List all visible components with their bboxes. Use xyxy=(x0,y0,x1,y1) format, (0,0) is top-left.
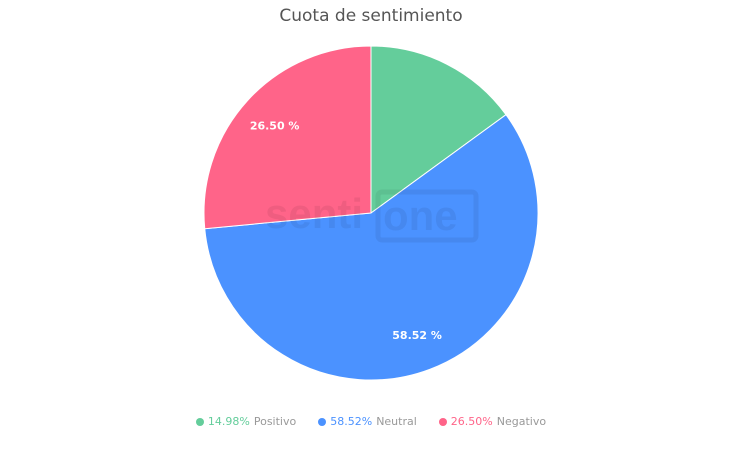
legend-item-positivo[interactable]: 14.98% Positivo xyxy=(195,415,297,428)
svg-text:one: one xyxy=(383,192,458,239)
data-label-neutral: 58.52 % xyxy=(392,329,442,342)
legend-marker xyxy=(195,417,204,426)
legend-value: 14.98% xyxy=(207,415,250,428)
legend-item-neutral[interactable]: 58.52% Neutral xyxy=(318,415,417,428)
legend-marker xyxy=(318,417,327,426)
pie-slice-positivo[interactable] xyxy=(370,45,507,214)
pie-chart: 58.52 % 26.50 % senti one xyxy=(203,45,539,381)
legend-label: Neutral xyxy=(376,415,417,428)
legend-marker xyxy=(438,417,447,426)
watermark-logo: senti one xyxy=(265,189,479,243)
legend-item-negativo[interactable]: 26.50% Negativo xyxy=(438,415,547,428)
pie-slice-neutral[interactable] xyxy=(204,113,539,381)
pie-slice-negativo[interactable] xyxy=(203,45,372,230)
legend-label: Positivo xyxy=(253,415,297,428)
legend-label: Negativo xyxy=(496,415,547,428)
legend: 14.98% Positivo 58.52% Neutral 26.50% Negativ… xyxy=(0,415,742,428)
chart-title: Cuota de sentimiento xyxy=(279,6,463,26)
svg-text:senti: senti xyxy=(265,190,363,237)
legend-value: 26.50% xyxy=(450,415,493,428)
legend-value: 58.52% xyxy=(330,415,373,428)
data-label-negativo: 26.50 % xyxy=(250,119,300,132)
